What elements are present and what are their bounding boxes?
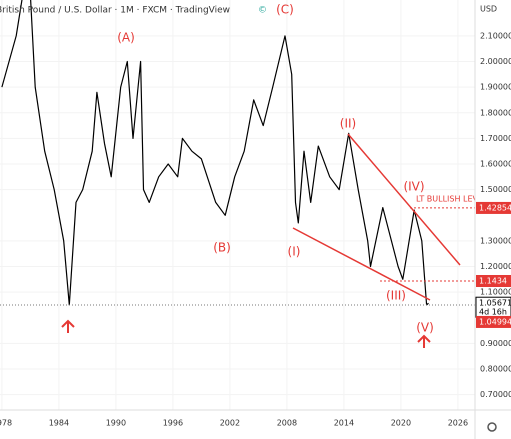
trend-line <box>347 133 461 266</box>
y-tick-label: 2.00000 <box>480 57 511 66</box>
price-label-box <box>476 201 511 214</box>
grid <box>0 0 475 410</box>
countdown: 4d 16h <box>479 308 507 317</box>
y-tick-label: 1.30000 <box>480 236 511 245</box>
y-tick-label: 1.90000 <box>480 83 511 92</box>
annotation: (C) <box>276 3 294 17</box>
x-tick-label: 1990 <box>106 419 126 428</box>
y-tick-label: 1.50000 <box>480 185 511 194</box>
x-tick-label: 2020 <box>391 419 411 428</box>
y-tick-label: 1.20000 <box>480 262 511 271</box>
arrow-up <box>417 334 431 348</box>
annotation: (B) <box>213 241 231 255</box>
chart-title: British Pound / U.S. Dollar · 1M · FXCM … <box>0 6 230 16</box>
annotation: LT BULLISH LEVEL <box>416 195 488 204</box>
y-tick-label: 0.90000 <box>480 339 511 348</box>
x-tick-label: 1996 <box>163 419 183 428</box>
y-tick-label: 1.80000 <box>480 108 511 117</box>
y-tick-label: 2.10000 <box>480 31 511 40</box>
trend-line <box>292 227 431 301</box>
annotation: (III) <box>386 289 406 303</box>
plot-area: (C) (A) (B) (I) (II) (III) (IV) (V) LT BULLISH L… <box>0 0 488 335</box>
price-label: 1.05671 <box>479 299 511 308</box>
arrow-up <box>61 319 75 333</box>
x-tick-label: 2008 <box>277 419 297 428</box>
y-tick-label: 1.70000 <box>480 134 511 143</box>
currency: USD <box>480 5 497 14</box>
x-tick-label: 2026 <box>448 419 468 428</box>
annotation: (A) <box>117 31 135 45</box>
y-tick-label: 1.60000 <box>480 160 511 169</box>
price-label: 1.1434 <box>479 277 507 286</box>
symbol-status: © <box>258 6 267 16</box>
price-label: 1.42854 <box>479 203 511 212</box>
annotation: (IV) <box>403 180 424 194</box>
y-tick-label: 0.80000 <box>480 365 511 374</box>
price-label-box <box>476 275 511 288</box>
annotation: (II) <box>340 117 356 131</box>
y-tick-label: 1.10000 <box>480 288 511 297</box>
x-tick-label: 1978 <box>0 419 12 428</box>
annotation: (V) <box>416 321 434 335</box>
price-label: 1.04994 <box>479 317 511 326</box>
x-tick-label: 1984 <box>49 419 69 428</box>
x-tick-label: 2014 <box>334 419 354 428</box>
price-label-box <box>476 315 511 328</box>
x-tick-label: 2002 <box>220 419 240 428</box>
settings-icon[interactable] <box>487 422 497 432</box>
annotation: (I) <box>288 245 301 259</box>
price-line <box>1 0 429 306</box>
y-tick-label: 0.70000 <box>480 390 511 399</box>
